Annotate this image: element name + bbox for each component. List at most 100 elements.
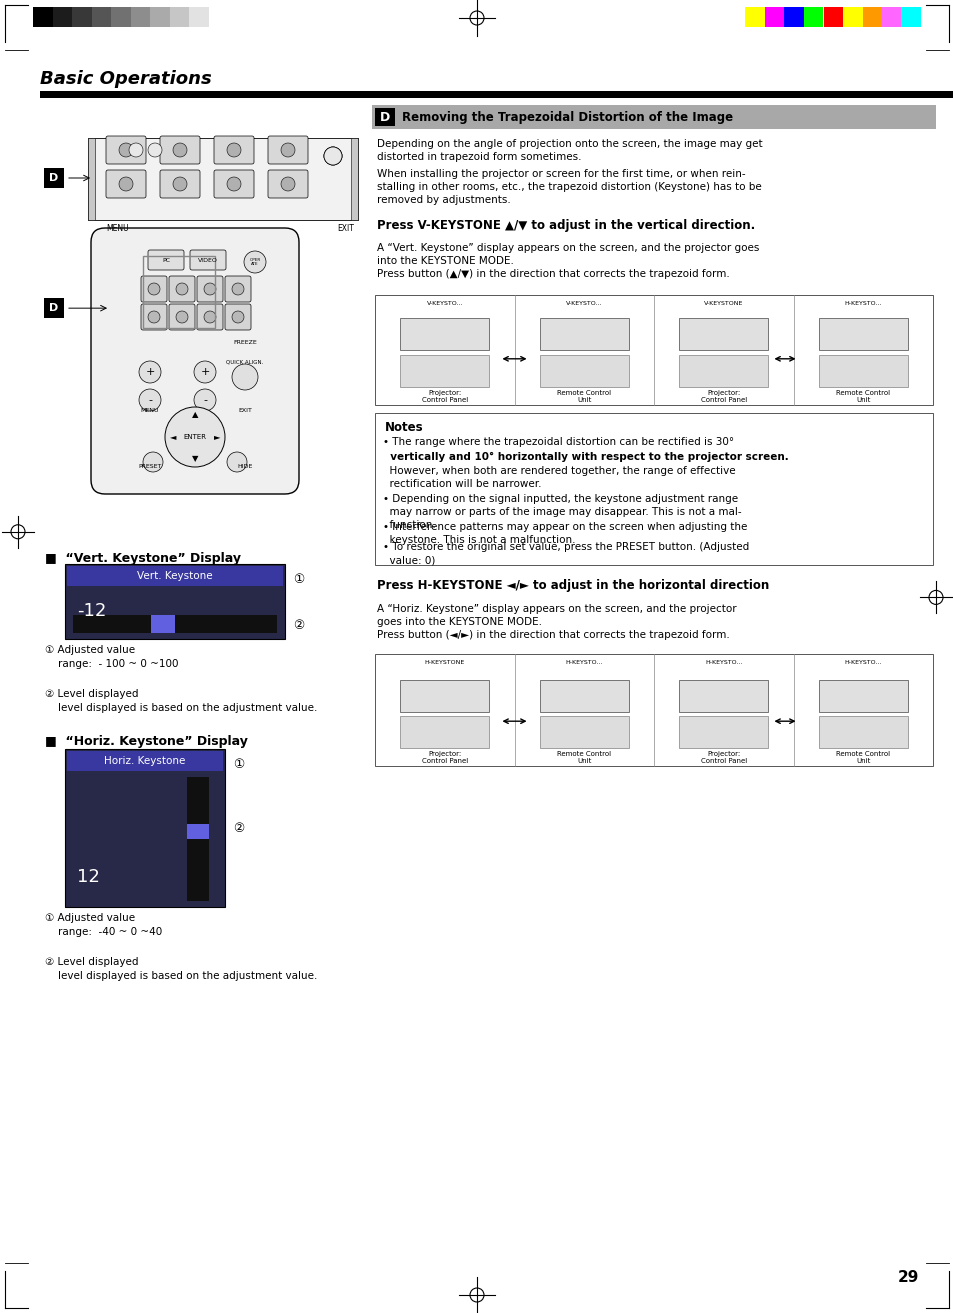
Circle shape	[148, 311, 160, 323]
Bar	[88, 138, 357, 221]
Text: Horiz. Keystone: Horiz. Keystone	[104, 756, 186, 765]
Text: Remote Control
Unit: Remote Control Unit	[836, 751, 889, 764]
FancyBboxPatch shape	[213, 137, 253, 164]
Bar	[822, 7, 842, 28]
Bar	[40, 91, 953, 98]
Text: PRESET: PRESET	[138, 463, 161, 469]
Circle shape	[193, 361, 215, 383]
Circle shape	[119, 177, 132, 190]
Text: ②: ②	[293, 618, 304, 632]
Bar	[33, 7, 52, 28]
Text: HIDE: HIDE	[237, 463, 253, 469]
Circle shape	[139, 389, 161, 411]
FancyBboxPatch shape	[190, 249, 226, 270]
Text: ▼: ▼	[192, 454, 198, 463]
Bar	[901, 7, 920, 28]
Text: ►: ►	[213, 432, 220, 441]
FancyBboxPatch shape	[91, 228, 298, 494]
Text: Removing the Trapezoidal Distortion of the Image: Removing the Trapezoidal Distortion of t…	[401, 110, 732, 123]
Bar	[67, 566, 283, 586]
Text: -: -	[148, 395, 152, 404]
Text: ■  “Vert. Keystone” Display: ■ “Vert. Keystone” Display	[45, 551, 241, 565]
FancyBboxPatch shape	[196, 276, 223, 302]
Bar	[52, 7, 71, 28]
FancyBboxPatch shape	[225, 276, 251, 302]
Bar	[679, 680, 767, 712]
Text: Press H-KEYSTONE ◄/► to adjust in the horizontal direction: Press H-KEYSTONE ◄/► to adjust in the ho…	[376, 579, 768, 592]
Circle shape	[148, 284, 160, 295]
Bar	[679, 355, 767, 387]
Bar	[170, 7, 189, 28]
Circle shape	[324, 147, 341, 165]
Circle shape	[232, 284, 244, 295]
Circle shape	[281, 177, 294, 190]
FancyBboxPatch shape	[196, 305, 223, 330]
Text: Projector:
Control Panel: Projector: Control Panel	[700, 751, 746, 764]
Text: V-KEYSTONE: V-KEYSTONE	[703, 301, 742, 306]
Bar	[65, 565, 285, 639]
Text: • To restore the original set value, press the PRESET button. (Adjusted
  value:: • To restore the original set value, pre…	[382, 542, 748, 565]
Text: • Interference patterns may appear on the screen when adjusting the
  keystone. : • Interference patterns may appear on th…	[382, 523, 746, 545]
Text: ① Adjusted value
    range:  - 100 ~ 0 ~100: ① Adjusted value range: - 100 ~ 0 ~100	[45, 645, 178, 670]
Text: Remote Control
Unit: Remote Control Unit	[557, 751, 611, 764]
Bar	[539, 680, 628, 712]
Text: • The range where the trapezoidal distortion can be rectified is 30°: • The range where the trapezoidal distor…	[382, 437, 734, 446]
Text: A “Vert. Keystone” display appears on the screen, and the projector goes
into th: A “Vert. Keystone” display appears on th…	[376, 243, 759, 280]
FancyBboxPatch shape	[268, 137, 308, 164]
Bar	[818, 355, 907, 387]
Bar	[44, 298, 64, 318]
Text: QUICK ALIGN.: QUICK ALIGN.	[226, 358, 263, 364]
Text: MENU: MENU	[141, 408, 159, 414]
Circle shape	[227, 452, 247, 471]
Text: OPER
ATE: OPER ATE	[249, 257, 260, 267]
Text: • Depending on the signal inputted, the keystone adjustment range
  may narrow o: • Depending on the signal inputted, the …	[382, 494, 740, 530]
Text: Projector:
Control Panel: Projector: Control Panel	[421, 751, 467, 764]
Circle shape	[281, 143, 294, 158]
Bar	[375, 654, 932, 765]
Text: H-KEYSTO...: H-KEYSTO...	[843, 660, 881, 664]
Text: Remote Control
Unit: Remote Control Unit	[557, 390, 611, 403]
Bar	[151, 614, 174, 633]
Text: FREEZE: FREEZE	[233, 340, 256, 344]
Circle shape	[119, 143, 132, 158]
FancyBboxPatch shape	[148, 249, 184, 270]
FancyBboxPatch shape	[268, 169, 308, 198]
Text: D: D	[50, 303, 58, 314]
FancyBboxPatch shape	[225, 305, 251, 330]
FancyBboxPatch shape	[169, 305, 194, 330]
Circle shape	[139, 361, 161, 383]
Bar	[372, 105, 935, 129]
Bar	[150, 7, 170, 28]
Bar	[44, 168, 64, 188]
Bar	[131, 7, 150, 28]
Text: ① Adjusted value
    range:  -40 ~ 0 ~40: ① Adjusted value range: -40 ~ 0 ~40	[45, 913, 162, 937]
Bar	[71, 7, 91, 28]
Text: 12: 12	[77, 868, 100, 886]
Bar	[818, 680, 907, 712]
Circle shape	[172, 177, 187, 190]
Bar	[842, 7, 862, 28]
Bar	[111, 7, 131, 28]
FancyBboxPatch shape	[141, 276, 167, 302]
Text: Vert. Keystone: Vert. Keystone	[137, 571, 213, 580]
Text: ▲: ▲	[192, 411, 198, 419]
Text: Notes: Notes	[385, 421, 423, 435]
Bar	[375, 108, 395, 126]
Bar	[399, 680, 489, 712]
FancyBboxPatch shape	[160, 169, 200, 198]
Bar	[73, 614, 276, 633]
Text: PC: PC	[162, 257, 170, 263]
Circle shape	[232, 364, 257, 390]
Bar	[818, 318, 907, 351]
Text: A “Horiz. Keystone” display appears on the screen, and the projector
goes into t: A “Horiz. Keystone” display appears on t…	[376, 604, 736, 641]
Bar	[539, 716, 628, 748]
Text: Basic Operations: Basic Operations	[40, 70, 212, 88]
Text: -12: -12	[77, 601, 107, 620]
Circle shape	[204, 284, 215, 295]
Bar	[399, 318, 489, 351]
Circle shape	[143, 452, 163, 471]
Bar	[783, 7, 803, 28]
Bar	[375, 414, 932, 565]
Text: VIDEO: VIDEO	[198, 257, 217, 263]
Text: ①: ①	[293, 572, 304, 586]
